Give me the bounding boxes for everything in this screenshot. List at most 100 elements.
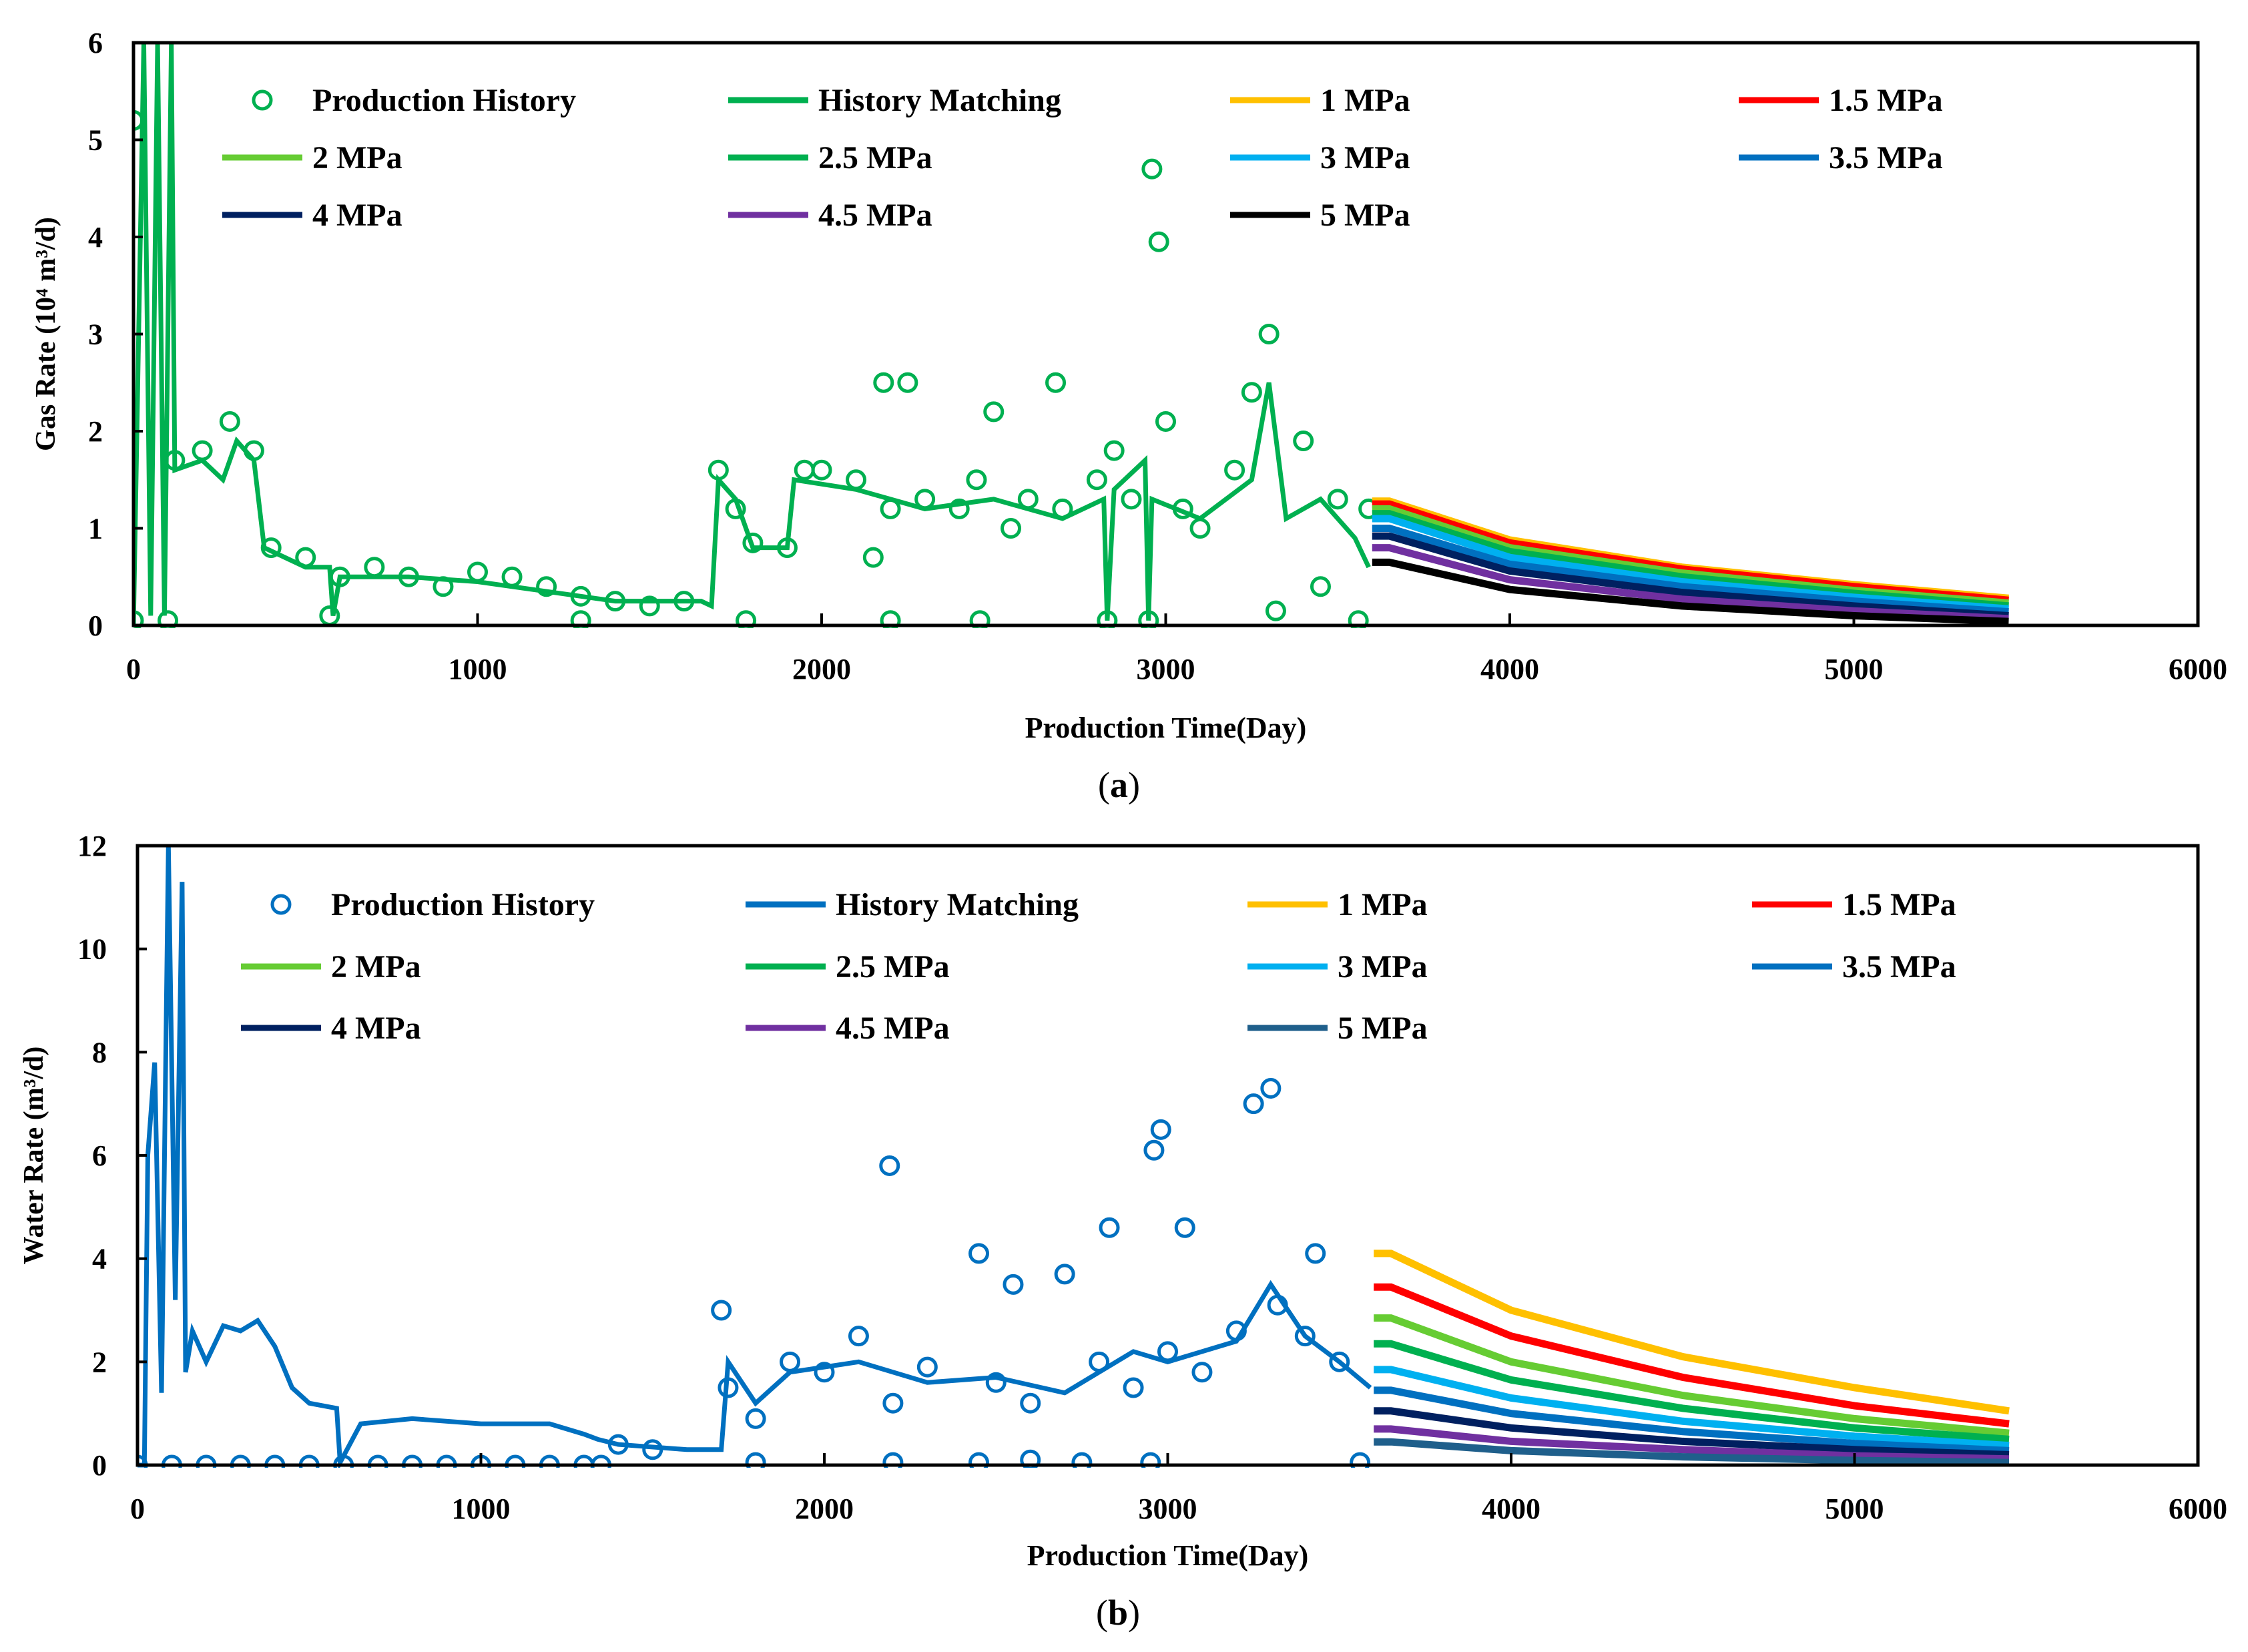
production-history-point xyxy=(1260,1077,1282,1099)
series-line-5-MPa xyxy=(1372,558,2009,625)
production-history-point xyxy=(570,585,591,607)
x-tick-label: 0 xyxy=(126,653,141,685)
x-tick-label: 4000 xyxy=(1482,1492,1540,1525)
legend-item: History Matching xyxy=(728,83,1061,118)
x-tick-label: 1000 xyxy=(452,1492,511,1525)
series-line-3-MPa xyxy=(1374,1366,2010,1450)
production-history-point xyxy=(1001,518,1022,539)
production-history-point xyxy=(1327,489,1348,510)
production-history-point xyxy=(879,1155,900,1176)
production-history-point xyxy=(968,1452,990,1468)
series-line-4-5-MPa xyxy=(1374,1425,2010,1463)
production-history-point xyxy=(1348,610,1369,628)
y-tick-label: 3 xyxy=(88,318,103,351)
y-tick-label: 6 xyxy=(88,27,103,59)
x-axis-title: Production Time(Day) xyxy=(1025,712,1307,744)
series-line-3-5-MPa xyxy=(1374,1386,2010,1454)
series-line-2-MPa xyxy=(1374,1314,2010,1437)
x-tick-label: 6000 xyxy=(2169,653,2227,685)
chart-panel-b: 0 1000 2000 3000 4000 5000 6000 0 2 4 6 8 10 12 Produc… xyxy=(19,830,2227,1572)
production-history-point xyxy=(1225,1320,1247,1342)
series-line-1-5-MPa xyxy=(1374,1283,2010,1428)
legend-label: 3 MPa xyxy=(1320,140,1410,176)
production-history-point xyxy=(501,566,523,587)
production-history-point xyxy=(708,459,729,481)
production-history-point xyxy=(1155,410,1176,432)
y-tick-label: 1 xyxy=(88,513,103,545)
legend-label: History Matching xyxy=(836,887,1079,922)
x-tick-label: 1000 xyxy=(449,653,507,685)
production-history-point xyxy=(1121,489,1142,510)
production-history-point xyxy=(536,576,557,597)
production-history-point xyxy=(846,469,867,491)
production-history-point xyxy=(1191,1362,1213,1383)
production-history-point xyxy=(983,401,1005,423)
production-history-point xyxy=(642,1439,663,1460)
y-tick-label: 6 xyxy=(92,1139,107,1172)
production-history-point xyxy=(1148,231,1169,252)
production-history-point xyxy=(725,498,746,519)
history-matching-line xyxy=(133,42,1371,626)
production-history-point xyxy=(467,561,488,583)
production-history-point xyxy=(811,459,832,481)
production-history-point xyxy=(319,605,340,626)
production-history-point xyxy=(968,1243,990,1264)
x-tick-label: 3000 xyxy=(1137,653,1195,685)
legend-item: History Matching xyxy=(746,887,1079,922)
production-history-point xyxy=(882,1452,904,1468)
production-history-point xyxy=(718,1377,739,1398)
x-tick-label: 2000 xyxy=(792,653,851,685)
production-history-point xyxy=(1020,1449,1041,1468)
production-history-point xyxy=(1350,1452,1371,1468)
production-history-point xyxy=(1123,1377,1144,1398)
y-tick-label: 10 xyxy=(77,933,107,966)
series-line-5-MPa xyxy=(1374,1438,2010,1466)
y-tick-label: 8 xyxy=(92,1036,107,1069)
x-tick-label: 0 xyxy=(130,1492,145,1525)
legend-marker-circle xyxy=(270,894,292,915)
production-history-point xyxy=(1310,576,1331,597)
legend-label: 2 MPa xyxy=(312,140,402,176)
plot-area xyxy=(137,845,2010,1468)
legend-item: 5 MPa xyxy=(1230,198,1410,233)
legend-label: 2.5 MPa xyxy=(836,949,950,985)
production-history-point xyxy=(1017,489,1039,510)
caption-a-label: a xyxy=(1109,765,1128,805)
production-history-point xyxy=(219,410,240,432)
production-history-point xyxy=(914,489,936,510)
legend-item: 4 MPa xyxy=(222,198,402,233)
legend-label: 5 MPa xyxy=(1338,1011,1428,1046)
series-line-2-5-MPa xyxy=(1372,510,2009,610)
production-history-point xyxy=(133,109,144,131)
legend-item: 4.5 MPa xyxy=(746,1011,950,1046)
production-history-point xyxy=(398,566,419,587)
y-tick-label: 2 xyxy=(92,1346,107,1378)
production-history-point xyxy=(814,1362,835,1383)
production-history-point xyxy=(745,1452,766,1468)
legend: Production History History Matching 1 MPa 1… xyxy=(241,887,1956,1046)
production-history-point xyxy=(882,1392,904,1414)
legend-label: 1.5 MPa xyxy=(1842,887,1956,922)
series-line-3-5-MPa xyxy=(1372,525,2009,616)
legend-label: Production History xyxy=(331,887,595,922)
production-history-point xyxy=(711,1300,732,1321)
production-history-point xyxy=(1305,1243,1326,1264)
production-history-point xyxy=(742,532,764,553)
legend-label: 2 MPa xyxy=(331,949,421,985)
production-history-point xyxy=(364,557,385,578)
y-tick-label: 12 xyxy=(77,830,107,862)
production-history-point xyxy=(1294,1326,1316,1347)
production-history-point xyxy=(243,440,264,461)
production-history-point xyxy=(1174,1217,1195,1238)
legend-item: 4 MPa xyxy=(241,1011,421,1046)
production-history-point xyxy=(329,566,350,587)
production-history-point xyxy=(1138,610,1159,628)
x-tick-label: 4000 xyxy=(1480,653,1539,685)
production-history-point xyxy=(1172,498,1193,519)
legend-label: 1 MPa xyxy=(1338,887,1428,922)
legend-marker-circle xyxy=(252,89,273,111)
production-history-point xyxy=(1103,440,1125,461)
production-history-point xyxy=(1052,498,1073,519)
production-history-point xyxy=(985,1372,1007,1393)
production-history-point xyxy=(1141,158,1163,180)
